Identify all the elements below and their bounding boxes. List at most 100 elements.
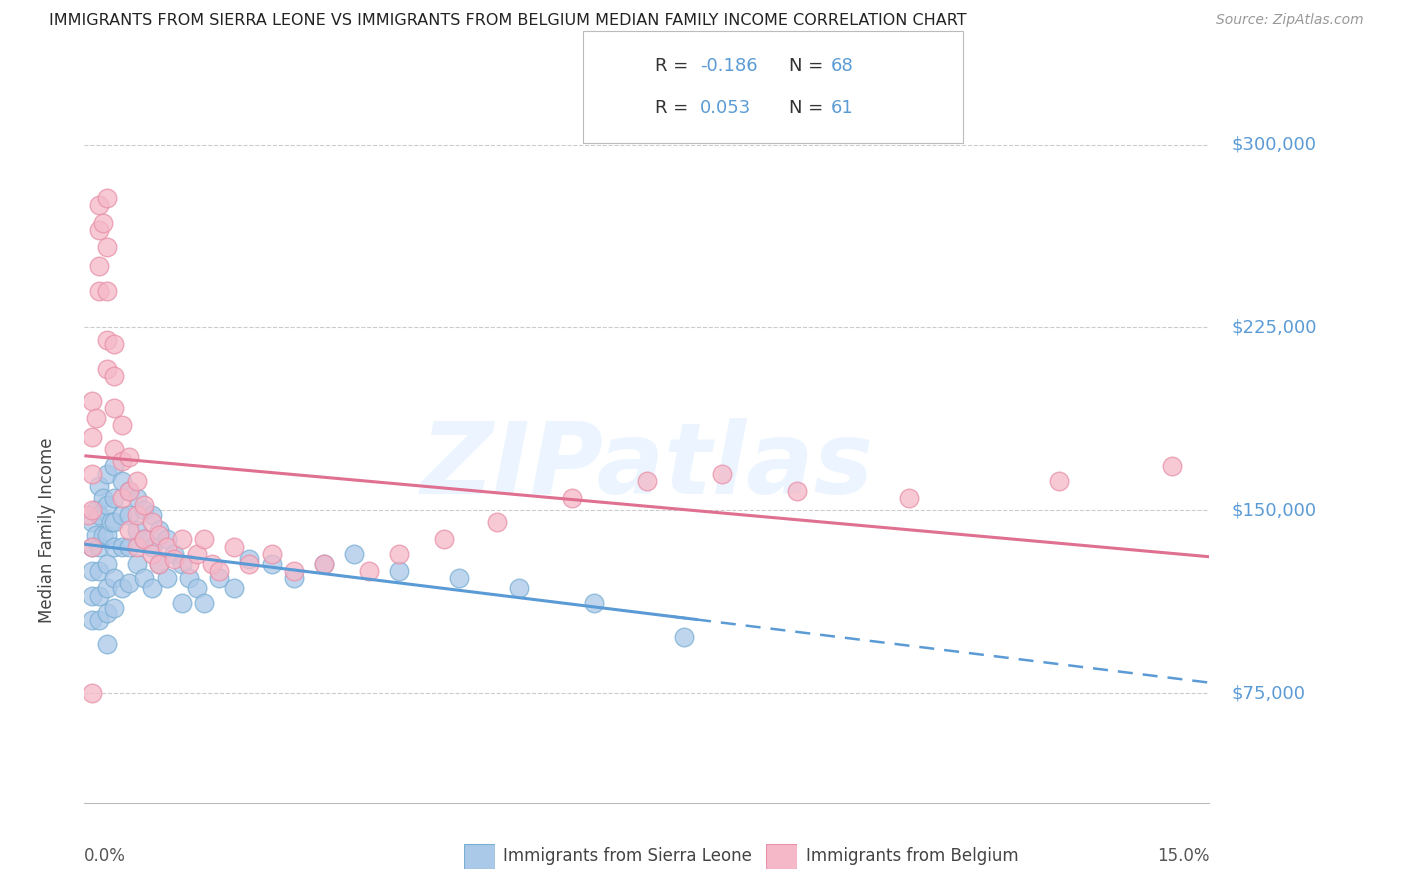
Point [134,533,156,547]
Point [111,508,134,522]
Point [186,547,208,561]
Point [89,564,111,578]
Point [163,552,186,566]
Point [89,260,111,274]
Text: 0.0%: 0.0% [84,847,127,864]
Point [224,581,246,595]
Point [208,564,231,578]
Point [673,630,696,644]
Point [96,284,118,298]
Point [103,369,125,384]
Point [238,552,260,566]
Point [433,533,456,547]
Point [111,454,134,468]
Point [118,483,141,498]
Point [111,474,134,488]
Point [91,215,114,229]
Point [96,606,118,620]
Point [283,572,305,586]
Point [163,547,186,561]
Point [111,540,134,554]
Point [134,533,156,547]
Point [141,516,163,530]
Point [103,337,125,351]
Point [125,491,148,505]
Point [80,564,103,578]
Point [260,557,283,571]
Point [148,557,170,571]
Point [118,523,141,537]
Point [89,589,111,603]
Point [103,459,125,474]
Text: Median Family Income: Median Family Income [38,437,56,623]
Point [96,581,118,595]
Point [96,557,118,571]
Point [125,557,148,571]
Point [80,503,103,517]
Text: 68: 68 [831,57,853,75]
Point [125,508,148,522]
Point [89,479,111,493]
Text: N =: N = [789,99,828,117]
Point [283,564,305,578]
Point [89,613,111,627]
Text: $150,000: $150,000 [1232,501,1316,519]
Text: 61: 61 [831,99,853,117]
Point [179,572,201,586]
Point [103,516,125,530]
Point [84,503,107,517]
Point [103,401,125,415]
Point [170,533,193,547]
Point [103,540,125,554]
Point [111,581,134,595]
Text: R =: R = [655,57,695,75]
Point [134,503,156,517]
Point [89,198,111,212]
Point [118,450,141,464]
Point [388,547,411,561]
Point [103,442,125,457]
Point [80,516,103,530]
Point [103,600,125,615]
Point [89,223,111,237]
Point [91,527,114,541]
Point [96,637,118,651]
Point [118,483,141,498]
Point [141,508,163,522]
Point [111,417,134,432]
Text: Immigrants from Belgium: Immigrants from Belgium [806,847,1018,865]
Point [508,581,530,595]
Point [260,547,283,561]
Point [449,572,471,586]
Point [96,333,118,347]
Point [80,589,103,603]
Point [148,527,170,541]
Point [343,547,366,561]
Point [201,557,224,571]
Point [156,572,179,586]
Point [118,508,141,522]
Point [111,491,134,505]
Point [91,491,114,505]
Point [148,523,170,537]
Point [118,576,141,591]
Point [1160,459,1182,474]
Text: R =: R = [655,99,695,117]
Point [388,564,411,578]
Point [89,284,111,298]
Point [96,240,118,254]
Point [103,491,125,505]
Point [80,393,103,408]
Point [141,581,163,595]
Point [96,499,118,513]
Text: ZIPatlas: ZIPatlas [420,417,873,515]
Point [80,540,103,554]
Point [710,467,733,481]
Point [193,533,215,547]
Point [89,508,111,522]
Point [77,508,100,522]
Point [96,361,118,376]
Point [208,572,231,586]
Point [96,467,118,481]
Point [125,474,148,488]
